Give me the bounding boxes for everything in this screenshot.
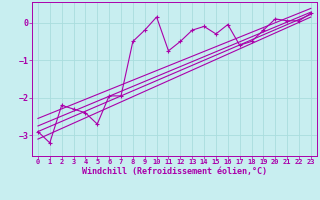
X-axis label: Windchill (Refroidissement éolien,°C): Windchill (Refroidissement éolien,°C) bbox=[82, 167, 267, 176]
